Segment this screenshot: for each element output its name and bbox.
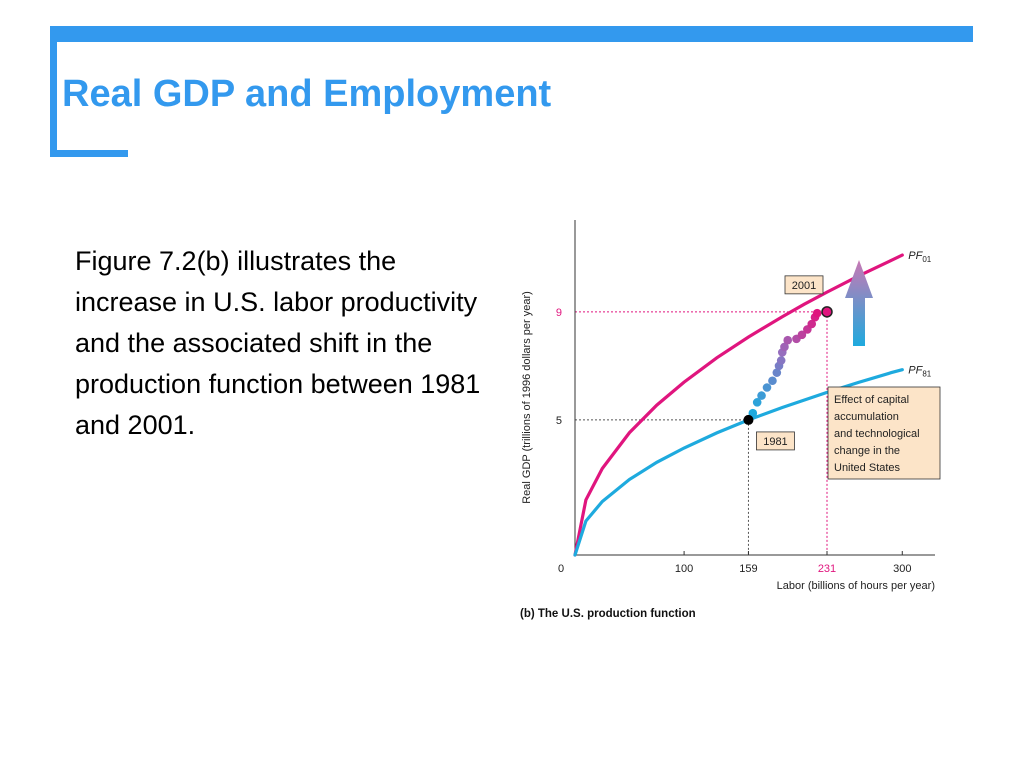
x-tick-label: 231 [818, 563, 836, 575]
reference-lines [575, 311, 828, 555]
y-tick-label: 5 [556, 415, 562, 427]
x-axis-label: Labor (billions of hours per year) [777, 580, 935, 592]
year-markers [743, 306, 833, 425]
slide-title: Real GDP and Employment [62, 73, 552, 115]
annotation-box: Effect of capital accumulation and technol… [827, 386, 941, 480]
production-curves [573, 253, 904, 557]
series-label-pf81: PF81 [908, 365, 932, 379]
production-function-chart: 0 100 159 231 300 5 9 Labor (billions of hours… [520, 220, 941, 620]
label-1981: 1981 [756, 431, 795, 451]
annotation-line: accumulation [834, 411, 899, 423]
axis-ticks: 0 100 159 231 300 5 9 [556, 307, 912, 575]
transition-dot [762, 383, 772, 392]
chart-axes [574, 220, 935, 556]
header-underline-accent [50, 150, 128, 157]
year-label-text: 2001 [792, 280, 816, 292]
label-2001: 2001 [784, 275, 824, 295]
y-axis-label: Real GDP (trillions of 1996 dollars per … [521, 291, 533, 504]
transition-dot [748, 408, 758, 418]
x-tick-label: 100 [675, 563, 693, 575]
transition-dots [748, 308, 822, 418]
transition-dot [797, 330, 807, 340]
annotation-line: and technological [834, 428, 920, 440]
transition-dot [772, 368, 782, 377]
annotation-line: Effect of capital [834, 394, 909, 406]
chart-labels: Labor (billions of hours per year) Real G… [520, 250, 941, 620]
x-tick-label: 300 [893, 563, 911, 575]
transition-dot [757, 391, 766, 400]
header-accent-bar [50, 26, 973, 42]
transition-dot [812, 308, 822, 318]
annotation-line: change in the [834, 445, 900, 457]
y-tick-label: 9 [556, 307, 562, 319]
slide-body-text: Figure 7.2(b) illustrates the increase i… [75, 246, 481, 440]
transition-dot [752, 398, 762, 407]
transition-dot [780, 342, 789, 352]
year-label-box [784, 275, 824, 295]
x-tick-label: 159 [739, 563, 757, 575]
point-1981 [743, 414, 754, 425]
transition-dot [776, 356, 786, 365]
transition-dot [768, 376, 777, 386]
header-left-accent-bar [50, 26, 57, 157]
transition-dot [807, 319, 817, 329]
shift-arrow [845, 260, 873, 346]
transition-dot [783, 335, 793, 345]
annotation-background [827, 386, 941, 480]
series-label-pf01: PF01 [908, 250, 932, 264]
year-label-text: 1981 [763, 436, 787, 448]
x-tick-label: 0 [558, 563, 564, 575]
point-2001 [821, 306, 833, 318]
curve-pf81 [573, 368, 904, 557]
year-label-box [756, 431, 795, 451]
annotation-line: United States [834, 462, 901, 474]
chart-caption: (b) The U.S. production function [520, 608, 696, 620]
